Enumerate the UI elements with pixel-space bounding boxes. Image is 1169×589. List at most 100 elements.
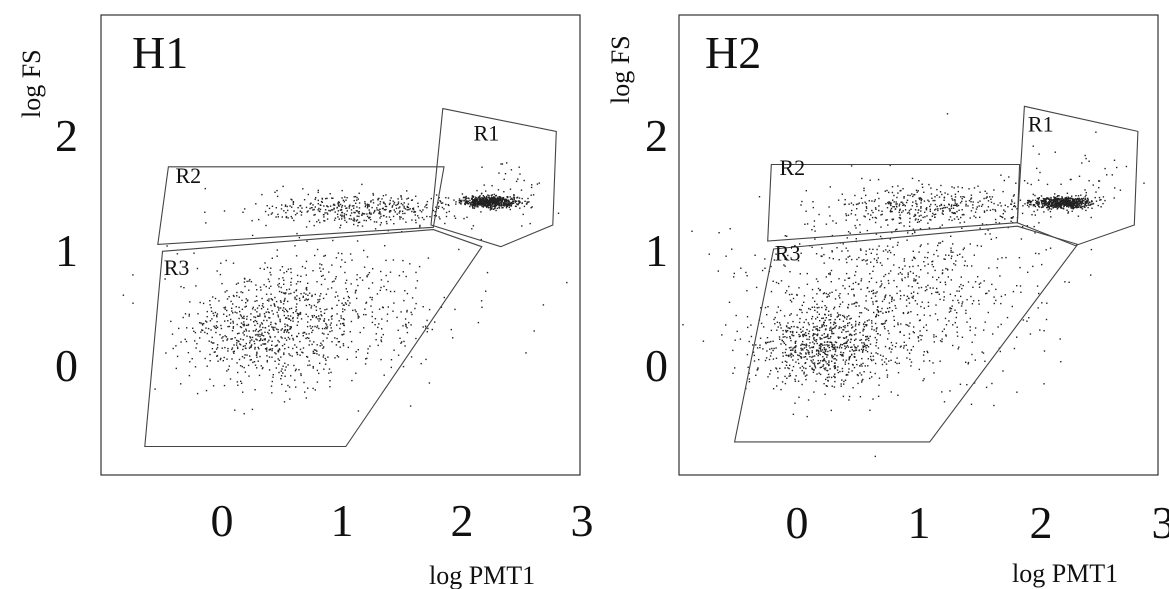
- data-point: [342, 308, 344, 310]
- data-point: [902, 202, 904, 204]
- data-point: [278, 307, 280, 309]
- data-point: [906, 239, 908, 241]
- data-point: [961, 287, 963, 290]
- data-point: [868, 200, 870, 202]
- data-point: [942, 213, 944, 215]
- data-point: [356, 240, 359, 242]
- data-point: [954, 309, 956, 311]
- data-point: [898, 205, 900, 207]
- data-point: [871, 322, 873, 324]
- data-point: [338, 341, 341, 343]
- data-point: [832, 323, 835, 326]
- data-point: [919, 228, 922, 230]
- data-point: [371, 299, 373, 301]
- data-point: [881, 307, 883, 310]
- data-point: [1077, 215, 1080, 217]
- data-point: [296, 312, 299, 315]
- data-point: [497, 198, 500, 200]
- data-point: [965, 361, 967, 363]
- data-point: [952, 199, 954, 201]
- data-point: [769, 348, 771, 350]
- data-point: [486, 195, 488, 198]
- data-point: [471, 228, 473, 230]
- data-point: [758, 196, 761, 198]
- data-point: [1038, 153, 1040, 155]
- data-point: [1028, 201, 1030, 204]
- data-point: [438, 205, 440, 208]
- data-point: [488, 204, 491, 207]
- data-point: [869, 335, 871, 338]
- data-point: [951, 305, 953, 307]
- data-point: [922, 379, 924, 382]
- data-point: [328, 209, 330, 212]
- data-point: [393, 209, 395, 211]
- data-point: [312, 350, 314, 353]
- data-point: [826, 344, 828, 346]
- data-point: [1068, 197, 1070, 199]
- data-point: [489, 209, 491, 211]
- data-point: [969, 326, 971, 328]
- data-point: [1085, 194, 1087, 196]
- data-point: [474, 199, 477, 201]
- data-point: [259, 355, 261, 358]
- data-point: [799, 308, 801, 311]
- data-point: [860, 374, 863, 376]
- y-axis-label: log FS: [606, 35, 635, 104]
- data-point: [217, 360, 219, 362]
- data-point: [962, 284, 964, 287]
- data-point: [852, 364, 854, 366]
- data-point: [952, 324, 954, 326]
- data-point: [370, 213, 372, 215]
- data-point: [951, 269, 954, 271]
- data-point: [356, 219, 359, 221]
- data-point: [973, 215, 975, 217]
- data-point: [420, 362, 422, 365]
- data-point: [844, 199, 846, 201]
- data-point: [912, 228, 914, 230]
- data-point: [377, 199, 379, 201]
- data-point: [935, 291, 937, 293]
- data-point: [1069, 204, 1072, 206]
- data-point: [932, 287, 934, 289]
- data-point: [818, 347, 821, 349]
- data-point: [1028, 206, 1030, 208]
- data-point: [826, 369, 829, 372]
- data-point: [1095, 131, 1097, 133]
- data-point: [390, 197, 392, 199]
- data-point: [767, 306, 769, 308]
- data-point: [493, 196, 495, 198]
- data-point: [1073, 200, 1076, 203]
- data-point: [287, 336, 290, 339]
- data-point: [260, 338, 262, 340]
- data-point: [934, 213, 937, 215]
- data-point: [345, 199, 347, 201]
- data-point: [364, 202, 366, 205]
- data-point: [880, 323, 883, 325]
- data-point: [220, 262, 222, 264]
- data-point: [800, 204, 802, 206]
- data-point: [326, 308, 328, 310]
- data-point: [831, 354, 833, 356]
- data-point: [504, 203, 506, 205]
- data-point: [224, 291, 226, 293]
- data-point: [321, 264, 323, 266]
- data-point: [875, 328, 878, 330]
- data-point: [251, 336, 254, 339]
- data-point: [288, 308, 291, 310]
- data-point: [339, 203, 342, 206]
- data-point: [1057, 198, 1059, 201]
- data-point: [509, 188, 512, 190]
- data-point: [341, 252, 343, 255]
- data-point: [327, 288, 329, 290]
- data-point: [909, 270, 912, 273]
- data-point: [538, 182, 540, 184]
- data-point: [845, 219, 847, 221]
- data-point: [788, 347, 791, 349]
- data-point: [315, 316, 318, 318]
- data-point: [853, 303, 855, 305]
- data-point: [305, 304, 308, 307]
- data-point: [366, 207, 369, 209]
- data-point: [402, 365, 405, 368]
- data-point: [870, 252, 872, 254]
- data-point: [298, 297, 301, 300]
